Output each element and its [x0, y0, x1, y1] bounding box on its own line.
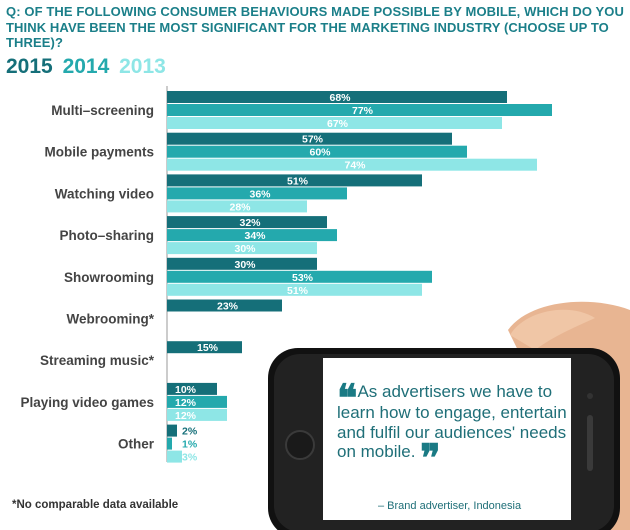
- category-label: Watching video: [55, 186, 154, 201]
- bar-2014: [167, 229, 337, 242]
- bar-2013: [167, 242, 317, 255]
- category-label: Streaming music*: [40, 353, 155, 368]
- bar-2014: [167, 104, 552, 116]
- phone-camera: [587, 393, 593, 399]
- data-label: 68%: [329, 92, 351, 104]
- category-label: Multi–screening: [51, 103, 154, 118]
- data-label: 67%: [327, 118, 349, 130]
- bar-2014: [167, 270, 432, 283]
- data-label: 34%: [244, 230, 266, 242]
- bar-2013: [167, 117, 502, 129]
- bar-2015: [167, 174, 422, 187]
- category-label: Photo–sharing: [59, 228, 154, 243]
- bar-2015: [167, 91, 507, 103]
- data-label: 74%: [344, 160, 366, 172]
- data-label: 77%: [352, 105, 374, 117]
- bar-2013: [167, 200, 307, 213]
- quote-text: ❝As advertisers we have to learn how to …: [337, 379, 572, 477]
- data-label: 1%: [182, 439, 198, 451]
- data-label: 12%: [175, 397, 197, 409]
- phone-home-button: [285, 430, 315, 460]
- data-label: 10%: [175, 384, 197, 396]
- phone-screen: [323, 358, 571, 520]
- bar-2015: [167, 132, 452, 145]
- data-label: 57%: [302, 134, 324, 146]
- data-label: 23%: [217, 301, 239, 313]
- bar-2015: [167, 382, 217, 395]
- legend-2015: 2015: [6, 55, 53, 78]
- bar-2015: [167, 216, 327, 229]
- close-quote-icon: ❞: [420, 435, 441, 480]
- data-label: 30%: [234, 259, 256, 271]
- bar-2014: [167, 437, 172, 450]
- bar-2013: [167, 450, 182, 463]
- category-label: Other: [118, 437, 155, 452]
- quote-body: As advertisers we have to learn how to e…: [337, 382, 567, 461]
- phone-speaker: [587, 415, 593, 471]
- legend-2014: 2014: [62, 55, 110, 78]
- quote-attribution: – Brand advertiser, Indonesia: [378, 500, 522, 512]
- legend: 2015 2014 2013: [6, 55, 170, 79]
- data-label: 28%: [229, 201, 251, 213]
- phone-illustration: [268, 301, 630, 530]
- category-label: Showrooming: [64, 270, 154, 285]
- legend-2013: 2013: [119, 55, 166, 78]
- data-label: 3%: [182, 452, 198, 464]
- bar-2015: [167, 341, 242, 354]
- bar-2014: [167, 145, 467, 158]
- data-label: 53%: [292, 272, 314, 284]
- category-label: Mobile payments: [44, 145, 154, 160]
- data-label: 51%: [287, 175, 309, 187]
- category-label: Playing video games: [20, 395, 154, 410]
- bar-2015: [167, 299, 282, 312]
- bar-2013: [167, 283, 422, 296]
- bar-2013: [167, 408, 227, 421]
- data-label: 32%: [239, 217, 261, 229]
- data-label: 51%: [287, 285, 309, 297]
- question-text: Q: OF THE FOLLOWING CONSUMER BEHAVIOURS …: [6, 4, 624, 50]
- bar-2014: [167, 395, 227, 408]
- bar-2015: [167, 424, 177, 437]
- category-label: Webrooming*: [67, 312, 155, 327]
- bar-2013: [167, 158, 537, 171]
- footnote: *No comparable data available: [12, 499, 179, 511]
- data-label: 15%: [197, 342, 219, 354]
- data-label: 60%: [309, 147, 331, 159]
- bar-2014: [167, 187, 347, 200]
- data-label: 30%: [234, 243, 256, 255]
- data-label: 36%: [249, 188, 271, 200]
- thumb-shape: [510, 309, 595, 350]
- data-label: 2%: [182, 426, 198, 438]
- data-label: 12%: [175, 410, 197, 422]
- bar-2015: [167, 257, 317, 270]
